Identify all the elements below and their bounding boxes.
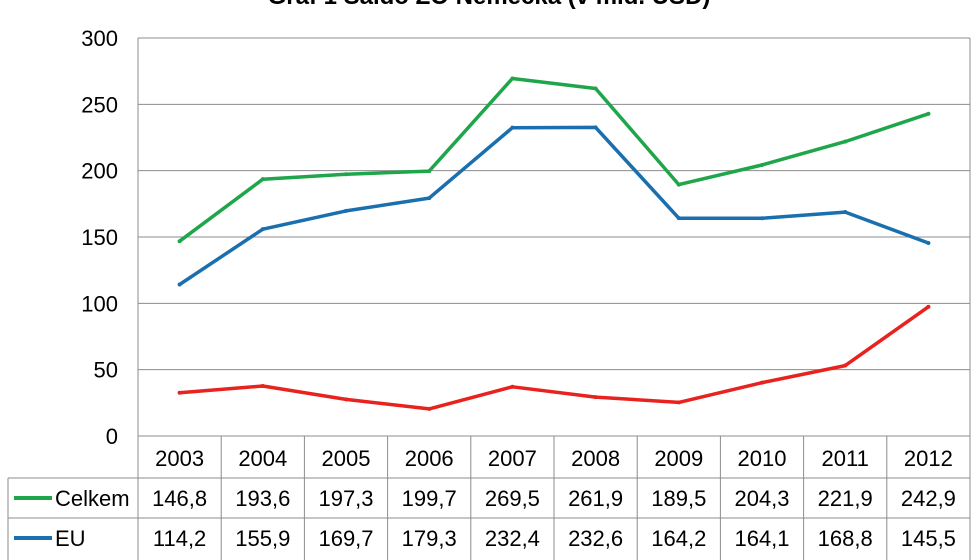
data-point [510,76,515,81]
data-point [593,125,598,130]
data-table-value: 261,9 [568,486,623,511]
data-point [177,390,182,395]
data-point [344,397,348,402]
category-label: 2012 [904,446,953,471]
data-point [177,239,182,244]
data-point [593,395,598,400]
data-point [676,216,681,221]
category-label: 2005 [322,446,371,471]
data-point [760,162,764,167]
data-table-value: 269,5 [485,486,540,511]
gridlines: 0 50 100 150 200 250 300 [81,26,971,560]
data-table-value: 169,7 [318,526,373,551]
data-point [593,86,598,91]
data-point [926,240,931,245]
data-table-value: 242,9 [901,486,956,511]
y-tick-label: 50 [94,358,118,383]
data-table-value: 155,9 [235,526,290,551]
data-point [843,139,848,144]
data-table-value: 204,3 [734,486,789,511]
data-point [344,172,348,177]
data-point [843,363,848,368]
series-lines [177,76,931,411]
data-table-value: 193,6 [235,486,290,511]
category-label: 2006 [405,446,454,471]
y-tick-label: 250 [81,92,118,117]
chart-title: Graf 1 Saldo ZO Německa (v mld. USD) [268,0,711,10]
data-point [676,182,681,187]
data-point [427,169,432,174]
data-table-value: 164,2 [651,526,706,551]
data-table-value: 179,3 [402,526,457,551]
data-table-value: 114,2 [153,526,206,551]
legend-entry-label: EU [55,526,86,551]
data-point [177,282,182,287]
data-point [260,227,265,232]
data-point [260,177,265,182]
series-line-1 [177,125,931,287]
category-label: 2004 [238,446,287,471]
y-tick-label: 0 [106,424,118,449]
data-table: 2003 2004 2005 2006 2007 2008 2009 2010 2011 2012… [7,436,970,560]
data-point [843,210,848,215]
data-table-value: 232,6 [568,526,623,551]
data-point [427,196,432,201]
category-label: 2008 [571,446,620,471]
series-line-2 [177,305,931,411]
data-point [926,304,931,309]
y-tick-label: 200 [81,159,118,184]
data-table-value: 164,1 [734,526,789,551]
data-table-value: 197,3 [318,486,373,511]
data-point [926,111,931,116]
data-table-value: 145,5 [901,526,956,551]
data-point [260,383,265,388]
category-label: 2009 [654,446,703,471]
data-table-value: 189,5 [651,486,706,511]
y-tick-label: 150 [81,225,118,250]
data-table-value: 199,7 [402,486,457,511]
data-point [676,400,681,405]
data-table-value: 168,8 [818,526,873,551]
data-point [510,125,515,130]
data-point [427,406,432,411]
data-point [344,208,348,213]
data-point [760,380,764,385]
data-table-value: 146,8 [152,486,207,511]
data-table-value: 232,4 [485,526,540,551]
data-table-value: 221,9 [818,486,873,511]
legend-entry-label: Celkem [55,486,130,511]
category-label: 2010 [738,446,787,471]
series-line-0 [177,76,931,243]
category-label: 2011 [822,446,869,471]
data-point [760,216,764,221]
y-tick-label: 100 [81,291,118,316]
y-tick-label: 300 [81,26,118,51]
category-label: 2003 [155,446,204,471]
data-point [510,384,515,389]
category-label: 2007 [488,446,537,471]
